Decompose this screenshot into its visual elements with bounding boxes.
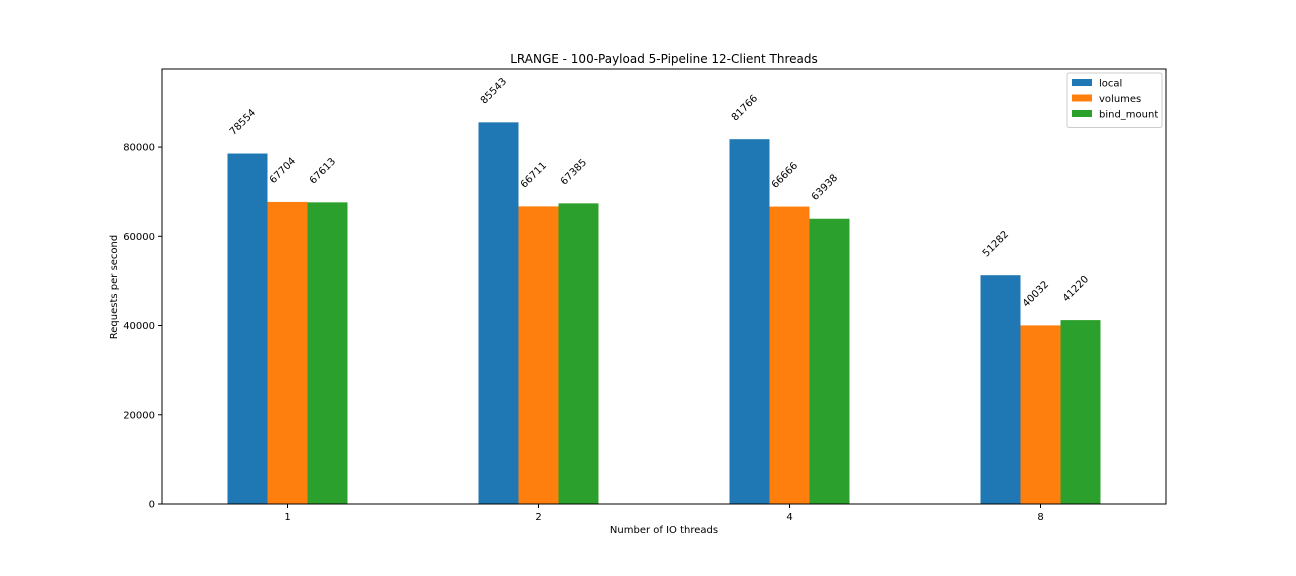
x-tick-label: 8 [1037, 512, 1043, 523]
bar-bind_mount-4 [809, 218, 850, 504]
x-axis-label: Number of IO threads [610, 525, 718, 536]
data-label: 66666 [770, 160, 800, 190]
bar-bind_mount-1 [307, 202, 348, 505]
data-label: 78554 [228, 107, 258, 137]
bar-volumes-4 [769, 206, 810, 504]
y-tick-label: 40000 [123, 321, 155, 332]
plot-area: 78554 67704 67613 1 85543 66711 67385 2 81766 666… [123, 68, 1167, 523]
chart-title: LRANGE - 100-Payload 5-Pipeline 12-Clien… [510, 52, 818, 66]
plot-frame [161, 68, 1167, 505]
bar-bind_mount-2 [558, 203, 599, 504]
data-label: 81766 [730, 93, 760, 123]
data-label: 63938 [810, 173, 840, 203]
legend-swatch-bind_mount [1072, 110, 1092, 117]
x-tick-label: 2 [535, 512, 541, 523]
data-label: 67613 [308, 156, 338, 186]
x-tick-label: 4 [786, 512, 792, 523]
data-label: 85543 [479, 76, 509, 106]
y-tick-label: 20000 [123, 410, 155, 421]
bar-local-8 [980, 275, 1021, 504]
x-tick-label: 1 [284, 512, 290, 523]
bar-volumes-8 [1020, 325, 1061, 504]
bar-volumes-2 [518, 206, 559, 504]
y-tick-label: 80000 [123, 143, 155, 154]
legend-entry-volumes: volumes [1099, 94, 1141, 105]
data-label: 67704 [268, 156, 298, 186]
data-label: 51282 [981, 229, 1011, 259]
data-label: 40032 [1021, 279, 1051, 309]
legend: local volumes bind_mount [1066, 72, 1163, 128]
y-axis-label: Requests per second [109, 235, 120, 339]
data-label: 67385 [559, 157, 589, 187]
legend-entry-bind_mount: bind_mount [1099, 110, 1158, 121]
bar-bind_mount-8 [1060, 320, 1101, 504]
legend-swatch-volumes [1072, 94, 1092, 102]
data-label: 66711 [519, 160, 549, 190]
bar-volumes-1 [267, 201, 308, 504]
bar-local-1 [227, 153, 268, 504]
bar-local-2 [478, 122, 519, 504]
data-label: 41220 [1061, 274, 1091, 304]
legend-entry-local: local [1099, 79, 1122, 90]
bar-local-4 [729, 139, 770, 504]
y-tick-label: 60000 [123, 232, 155, 243]
legend-swatch-local [1072, 79, 1092, 86]
y-tick-label: 0 [149, 500, 155, 511]
